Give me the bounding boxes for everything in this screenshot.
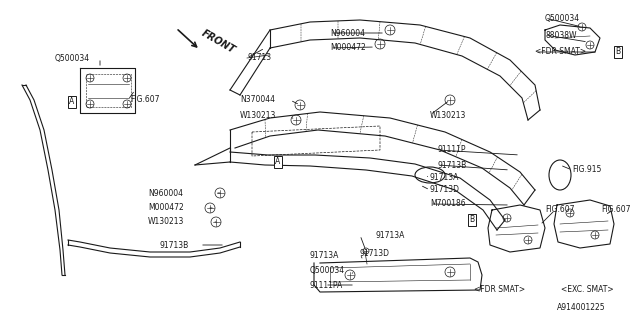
Text: 91111PA: 91111PA (310, 281, 343, 290)
Text: 91713B: 91713B (438, 161, 467, 170)
Text: N370044: N370044 (240, 95, 275, 105)
Text: 91713D: 91713D (360, 250, 390, 259)
Text: N960004: N960004 (148, 188, 183, 197)
Text: 91713A: 91713A (430, 173, 460, 182)
Text: 91713B: 91713B (160, 241, 189, 250)
Text: Q500034: Q500034 (310, 267, 345, 276)
Text: <EXC. SMAT>: <EXC. SMAT> (561, 284, 614, 293)
Text: W130213: W130213 (430, 110, 467, 119)
Text: FIG.607: FIG.607 (545, 205, 575, 214)
Text: FIG.915: FIG.915 (572, 165, 602, 174)
Text: FRONT: FRONT (200, 28, 237, 56)
Text: B: B (469, 215, 475, 225)
Text: Q500034: Q500034 (545, 13, 580, 22)
Text: A: A (275, 157, 280, 166)
Text: FIG.607: FIG.607 (601, 205, 630, 214)
Text: 91713A: 91713A (375, 230, 404, 239)
Text: W130213: W130213 (240, 111, 276, 121)
Text: 91713: 91713 (247, 53, 271, 62)
Text: M000472: M000472 (330, 44, 365, 52)
Text: FIG.607: FIG.607 (130, 95, 159, 105)
Text: N960004: N960004 (330, 28, 365, 37)
Text: Q500034: Q500034 (55, 53, 90, 62)
Text: B: B (616, 47, 621, 57)
Text: <FDR SMAT>: <FDR SMAT> (474, 284, 525, 293)
Text: W130213: W130213 (148, 218, 184, 227)
Text: M700186: M700186 (430, 199, 466, 209)
Text: 91111P: 91111P (438, 146, 467, 155)
Text: A914001225: A914001225 (557, 302, 605, 311)
Text: M000472: M000472 (148, 204, 184, 212)
Text: 91713D: 91713D (430, 186, 460, 195)
Text: A: A (69, 98, 75, 107)
Text: <FDR SMAT>: <FDR SMAT> (535, 47, 586, 57)
Text: 91713A: 91713A (310, 251, 339, 260)
Text: 88038W: 88038W (545, 30, 577, 39)
